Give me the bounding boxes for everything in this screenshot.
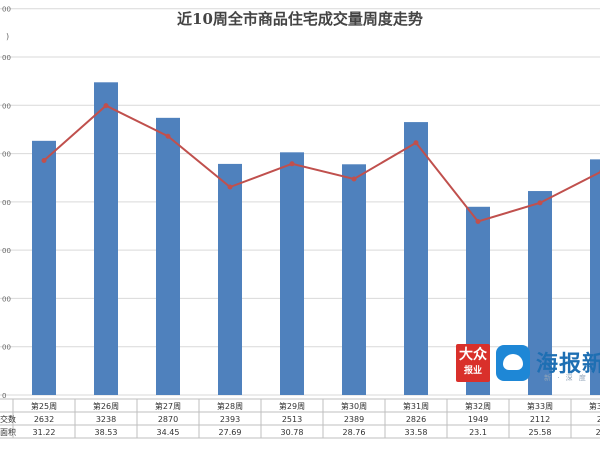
y-tick-label: 0 [2, 392, 6, 400]
bar [156, 117, 180, 395]
data-label-count: 2632 [34, 415, 54, 424]
data-label-area: 29. [596, 428, 600, 437]
data-label-area: 31.22 [33, 428, 56, 437]
line-point [351, 176, 357, 182]
y-tick-label: 00 [2, 102, 11, 110]
table-row-label-area: 面积 [0, 427, 16, 437]
watermark: 大众 报业 海报新 新 · 深 度 [456, 344, 600, 384]
y-tick-label: 00 [2, 344, 11, 352]
bar [342, 164, 366, 395]
bar [528, 191, 552, 395]
line-point [227, 184, 233, 190]
y-tick-label: 00 [2, 295, 11, 303]
data-label-count: 3238 [96, 415, 116, 424]
x-tick-label: 第29周 [279, 401, 305, 411]
x-tick-label: 第33周 [527, 401, 553, 411]
data-label-count: 24 [597, 415, 600, 424]
y-tick-label: 00 [2, 54, 11, 62]
bar [94, 82, 118, 396]
data-label-count: 2389 [344, 415, 364, 424]
bar [280, 152, 304, 395]
line-point [289, 161, 295, 167]
x-tick-label: 第25周 [31, 401, 57, 411]
line-point [103, 103, 109, 109]
y-axis-unit-label: ) [6, 32, 10, 41]
line-series [43, 104, 600, 223]
watermark-name: 海报新 [536, 352, 600, 377]
data-label-area: 25.58 [529, 428, 552, 437]
data-label-count: 2393 [220, 415, 240, 424]
data-label-area: 30.78 [281, 428, 304, 437]
data-label-area: 38.53 [95, 428, 118, 437]
data-label-area: 23.1 [469, 428, 487, 437]
line-point [165, 133, 171, 139]
bar [590, 159, 600, 395]
x-tick-label: 第34周 [589, 401, 600, 411]
bar [218, 163, 242, 395]
x-tick-label: 第30周 [341, 401, 367, 411]
data-label-count: 2870 [158, 415, 178, 424]
data-label-area: 34.45 [157, 428, 180, 437]
x-tick-label: 第27周 [155, 401, 181, 411]
bar [32, 140, 56, 395]
line-point [41, 158, 47, 164]
x-tick-label: 第32周 [465, 401, 491, 411]
y-tick-label: 00 [2, 6, 11, 14]
data-label-area: 28.76 [343, 428, 366, 437]
x-tick-label: 第28周 [217, 401, 243, 411]
line-point [475, 218, 481, 224]
chart-title: 近10周全市商品住宅成交量周度走势 [177, 10, 423, 28]
data-label-count: 1949 [468, 415, 488, 424]
bar [404, 122, 428, 395]
data-label-count: 2513 [282, 415, 302, 424]
line-point [537, 200, 543, 206]
data-label-area: 33.58 [405, 428, 428, 437]
watermark-subtitle: 新 · 深 度 [544, 374, 588, 382]
data-label-count: 2112 [530, 415, 550, 424]
y-tick-label: 00 [2, 151, 11, 159]
y-tick-label: 00 [2, 247, 11, 255]
x-tick-label: 第26周 [93, 401, 119, 411]
x-tick-label: 第31周 [403, 401, 429, 411]
seal-logo-icon [496, 345, 530, 381]
y-tick-label: 00 [2, 199, 11, 207]
data-label-area: 27.69 [219, 428, 242, 437]
data-label-count: 2826 [406, 415, 426, 424]
line-point [413, 140, 419, 146]
dazhong-logo-icon: 大众 报业 [456, 344, 490, 382]
table-row-label-count: 交数 [0, 414, 16, 424]
